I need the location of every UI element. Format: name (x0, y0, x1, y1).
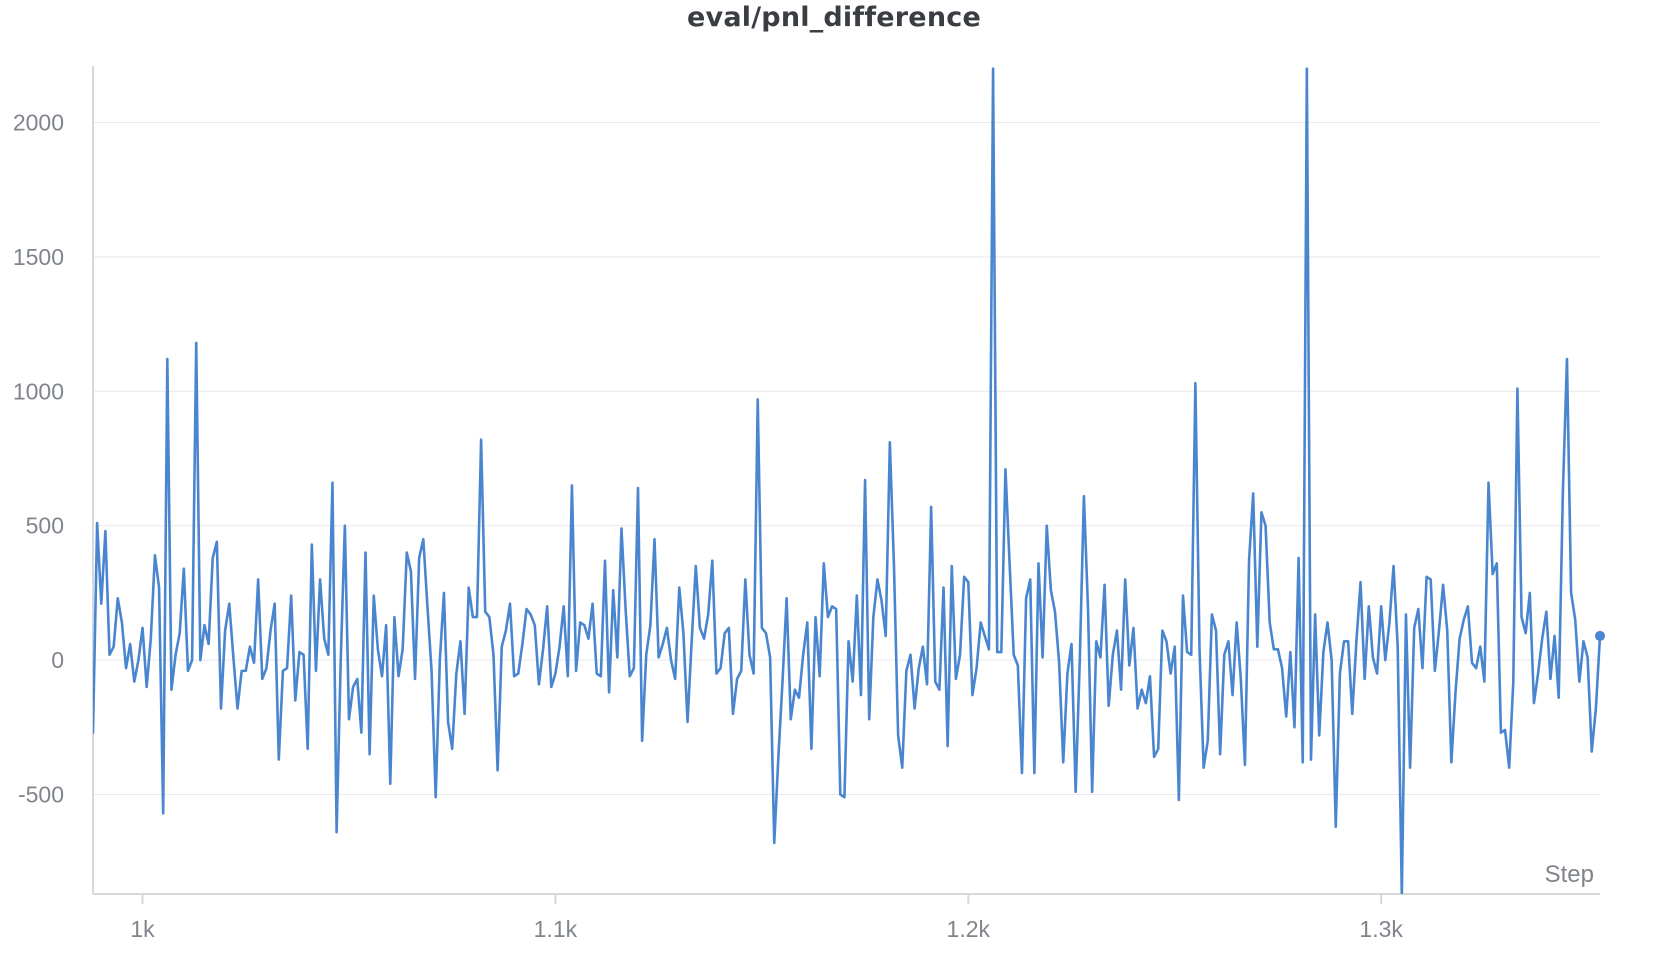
chart-title: eval/pnl_difference (687, 2, 981, 33)
y-tick-label: 1000 (13, 378, 64, 404)
y-tick-label: 2000 (13, 109, 64, 135)
x-tick-label: 1.3k (1359, 916, 1403, 942)
x-tick-label: 1.1k (534, 916, 578, 942)
series-line (93, 67, 1602, 894)
x-tick-label: 1.2k (947, 916, 991, 942)
x-tick-label: 1k (130, 916, 155, 942)
y-tick-label: 500 (26, 513, 64, 539)
series-group (93, 67, 1605, 894)
x-tick-labels: 1k 1.1k 1.2k 1.3k (130, 894, 1403, 942)
y-tick-label: -500 (18, 782, 64, 808)
y-tick-label: 0 (51, 647, 64, 673)
axes (92, 66, 1600, 895)
last-point-marker (1595, 630, 1605, 641)
x-axis-title: Step (1545, 861, 1594, 888)
y-tick-label: 1500 (13, 244, 64, 270)
y-tick-labels: 2000 1500 1000 500 0 -500 (13, 109, 64, 807)
